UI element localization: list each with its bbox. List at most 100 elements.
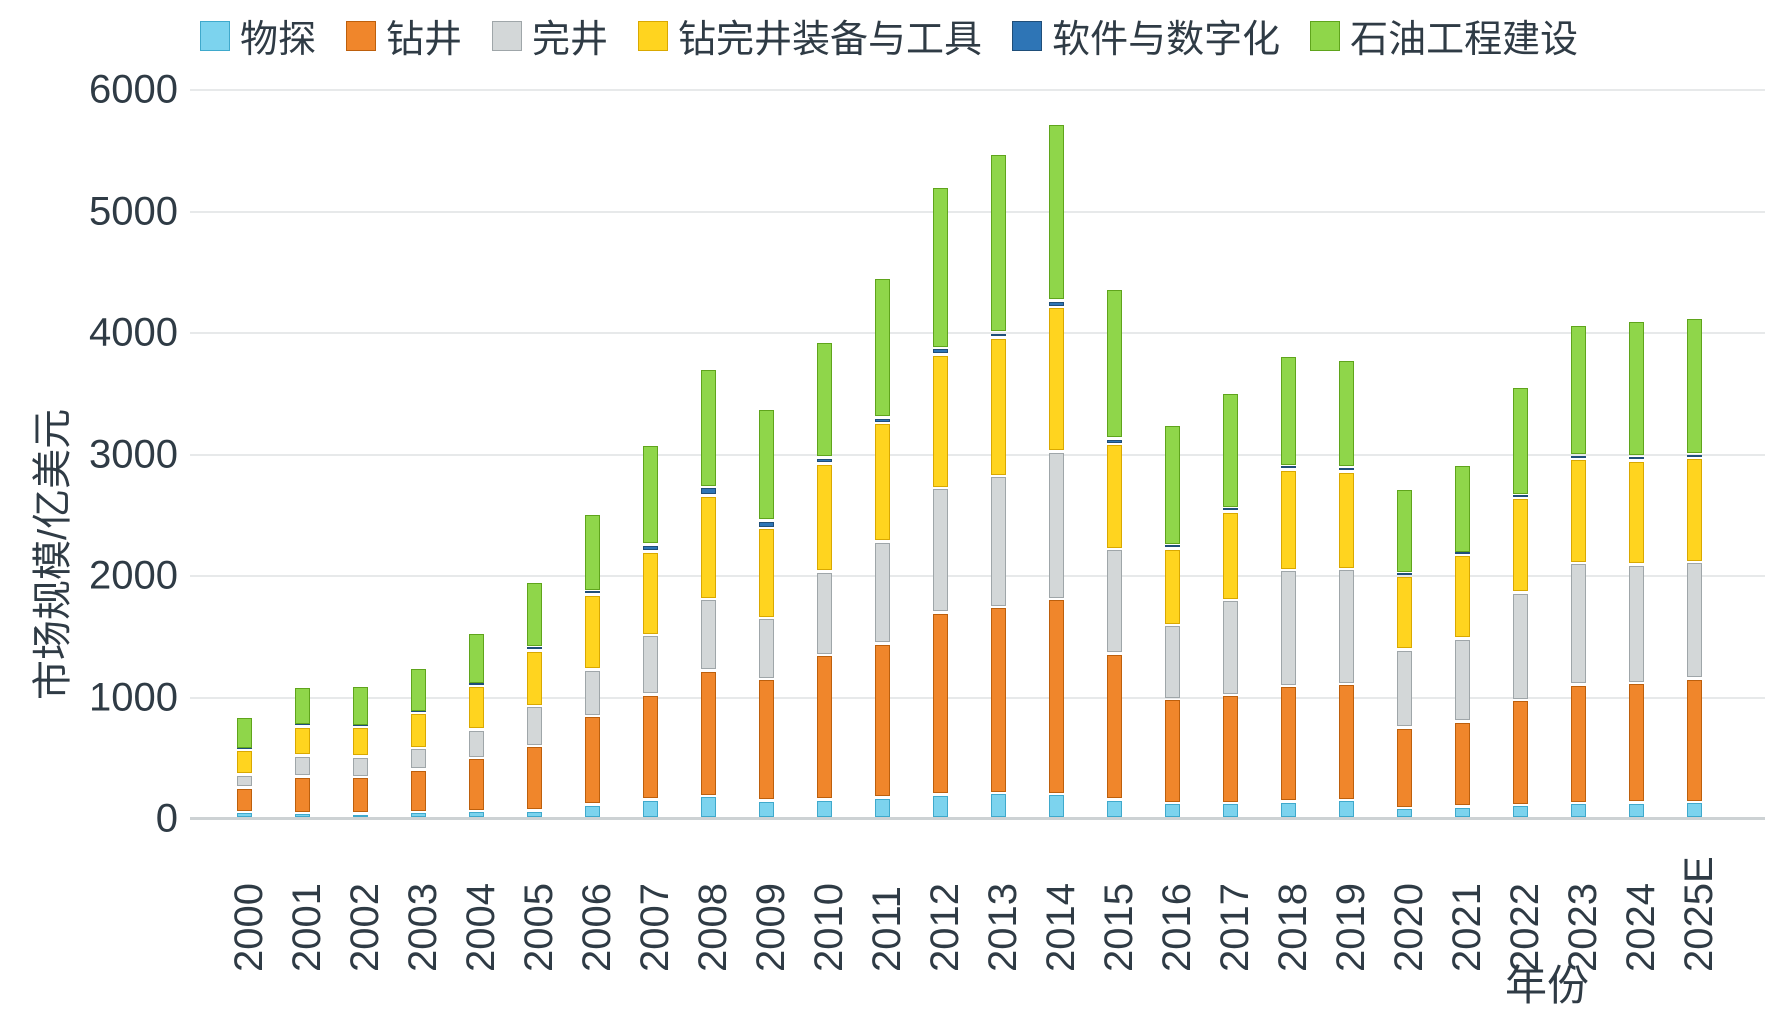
bar-segment-2010-钻完井装备与工具 — [817, 464, 832, 571]
x-tick-label-2015: 2015 — [1096, 883, 1141, 972]
bar-segment-2000-石油工程建设 — [237, 718, 252, 748]
bar-segment-2013-物探 — [991, 794, 1006, 817]
bar-segment-2019-物探 — [1339, 801, 1354, 817]
bar-segment-2001-钻完井装备与工具 — [295, 727, 310, 755]
bar-segment-2011-完井 — [875, 542, 890, 643]
bar-segment-2000-钻完井装备与工具 — [237, 751, 252, 774]
bar-segment-2017-软件与数字化 — [1223, 508, 1238, 511]
bar-segment-2024-钻完井装备与工具 — [1629, 461, 1644, 564]
bar-segment-2012-物探 — [933, 795, 948, 817]
bar-segment-2006-物探 — [585, 805, 600, 817]
y-tick-label-1000: 1000 — [89, 675, 178, 719]
bar-segment-2016-钻井 — [1165, 700, 1180, 802]
bar-segment-2008-石油工程建设 — [701, 369, 716, 486]
bar-segment-2021-石油工程建设 — [1455, 465, 1470, 552]
y-tick-label-6000: 6000 — [89, 67, 178, 112]
bar-segment-2013-钻井 — [991, 608, 1006, 792]
bar-segment-2011-石油工程建设 — [875, 279, 890, 417]
bar-segment-2023-软件与数字化 — [1571, 455, 1586, 458]
bar-segment-2011-物探 — [875, 798, 890, 817]
bar-segment-2015-完井 — [1107, 550, 1122, 653]
bar-segment-2020-石油工程建设 — [1397, 489, 1412, 573]
legend-label: 钻完井装备与工具 — [678, 19, 983, 61]
gridline-3000 — [190, 453, 1765, 456]
bar-segment-2009-完井 — [759, 619, 774, 678]
bar-segment-2020-软件与数字化 — [1397, 572, 1412, 575]
bar-segment-2000-完井 — [237, 775, 252, 787]
bar-segment-2008-软件与数字化 — [701, 488, 716, 495]
bar-segment-2015-钻完井装备与工具 — [1107, 445, 1122, 548]
bar-segment-2023-钻完井装备与工具 — [1571, 460, 1586, 562]
bar-segment-2020-物探 — [1397, 809, 1412, 817]
y-tick-label-4000: 4000 — [89, 310, 178, 355]
legend-item-物探: 物探 — [200, 8, 316, 63]
bar-segment-2021-物探 — [1455, 807, 1470, 817]
x-axis-line — [190, 817, 1765, 820]
legend-item-钻完井装备与工具: 钻完井装备与工具 — [638, 8, 982, 63]
bar-segment-2000-物探 — [237, 813, 252, 817]
bar-segment-2015-软件与数字化 — [1107, 439, 1122, 443]
bar-segment-2023-完井 — [1571, 564, 1586, 684]
bar-segment-2005-物探 — [527, 811, 542, 817]
bar-segment-2014-完井 — [1049, 452, 1064, 598]
gridline-1000 — [190, 696, 1765, 699]
bar-segment-2008-物探 — [701, 797, 716, 817]
bar-segment-2016-完井 — [1165, 626, 1180, 698]
bar-segment-2017-石油工程建设 — [1223, 394, 1238, 508]
legend-label: 物探 — [240, 19, 317, 61]
legend-item-完井: 完井 — [492, 8, 608, 63]
bar-segment-2019-完井 — [1339, 570, 1354, 683]
legend-label: 完井 — [532, 19, 609, 61]
bar-segment-2009-软件与数字化 — [759, 521, 774, 527]
x-axis-title: 年份 — [1505, 962, 1590, 1009]
y-tick-label-0: 0 — [155, 796, 178, 841]
bar-segment-2025E-物探 — [1687, 803, 1702, 817]
bar-segment-2022-钻完井装备与工具 — [1513, 499, 1528, 592]
bar-segment-2001-物探 — [295, 814, 310, 817]
x-tick-label-2021: 2021 — [1444, 883, 1489, 972]
x-tick-label-2019: 2019 — [1328, 883, 1373, 972]
bar-segment-2018-石油工程建设 — [1281, 357, 1296, 465]
bar-segment-2024-物探 — [1629, 803, 1644, 817]
legend-swatch-icon — [492, 20, 523, 51]
bar-segment-2024-钻井 — [1629, 684, 1644, 802]
bar-segment-2017-钻完井装备与工具 — [1223, 512, 1238, 599]
bar-segment-2004-完井 — [469, 730, 484, 757]
x-tick-label-2006: 2006 — [574, 883, 619, 972]
bar-segment-2004-钻完井装备与工具 — [469, 687, 484, 729]
bar-segment-2009-钻井 — [759, 680, 774, 800]
bar-segment-2009-物探 — [759, 801, 774, 817]
bar-segment-2016-物探 — [1165, 804, 1180, 817]
legend-swatch-icon — [1310, 20, 1341, 51]
bar-segment-2025E-钻完井装备与工具 — [1687, 459, 1702, 561]
bar-segment-2007-软件与数字化 — [643, 545, 658, 551]
bar-segment-2011-软件与数字化 — [875, 418, 890, 422]
bar-segment-2015-物探 — [1107, 800, 1122, 817]
bar-segment-2002-完井 — [353, 757, 368, 776]
bar-segment-2014-软件与数字化 — [1049, 301, 1064, 306]
bar-segment-2025E-完井 — [1687, 563, 1702, 678]
bar-segment-2019-石油工程建设 — [1339, 361, 1354, 466]
x-tick-label-2009: 2009 — [748, 883, 793, 972]
x-tick-label-2024: 2024 — [1618, 883, 1663, 972]
bar-segment-2008-完井 — [701, 600, 716, 670]
bar-segment-2018-钻井 — [1281, 687, 1296, 800]
bar-segment-2018-物探 — [1281, 802, 1296, 817]
bar-segment-2021-完井 — [1455, 639, 1470, 721]
y-tick-label-2000: 2000 — [89, 553, 178, 598]
legend-swatch-icon — [1012, 20, 1043, 51]
bar-segment-2008-钻井 — [701, 671, 716, 795]
bar-segment-2025E-石油工程建设 — [1687, 318, 1702, 454]
x-tick-label-2020: 2020 — [1386, 883, 1431, 972]
bar-segment-2015-钻井 — [1107, 654, 1122, 799]
bar-segment-2022-软件与数字化 — [1513, 494, 1528, 497]
bar-segment-2024-石油工程建设 — [1629, 321, 1644, 455]
x-tick-label-2003: 2003 — [400, 883, 445, 972]
bar-segment-2022-钻井 — [1513, 701, 1528, 804]
bar-segment-2001-石油工程建设 — [295, 688, 310, 725]
bar-segment-2011-钻完井装备与工具 — [875, 424, 890, 540]
bar-segment-2021-软件与数字化 — [1455, 551, 1470, 554]
bar-segment-2025E-钻井 — [1687, 679, 1702, 801]
x-tick-label-2025E: 2025E — [1676, 856, 1721, 972]
legend-label: 石油工程建设 — [1350, 19, 1579, 61]
